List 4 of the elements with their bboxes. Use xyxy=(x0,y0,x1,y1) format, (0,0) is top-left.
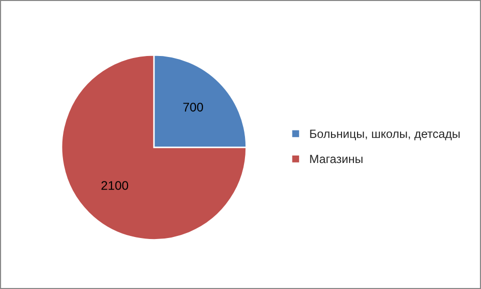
data-label: 2100 xyxy=(101,181,128,190)
legend-label: Магазины xyxy=(310,154,362,164)
legend-label: Больницы, школы, детсады xyxy=(310,130,460,140)
data-label: 700 xyxy=(183,102,204,112)
